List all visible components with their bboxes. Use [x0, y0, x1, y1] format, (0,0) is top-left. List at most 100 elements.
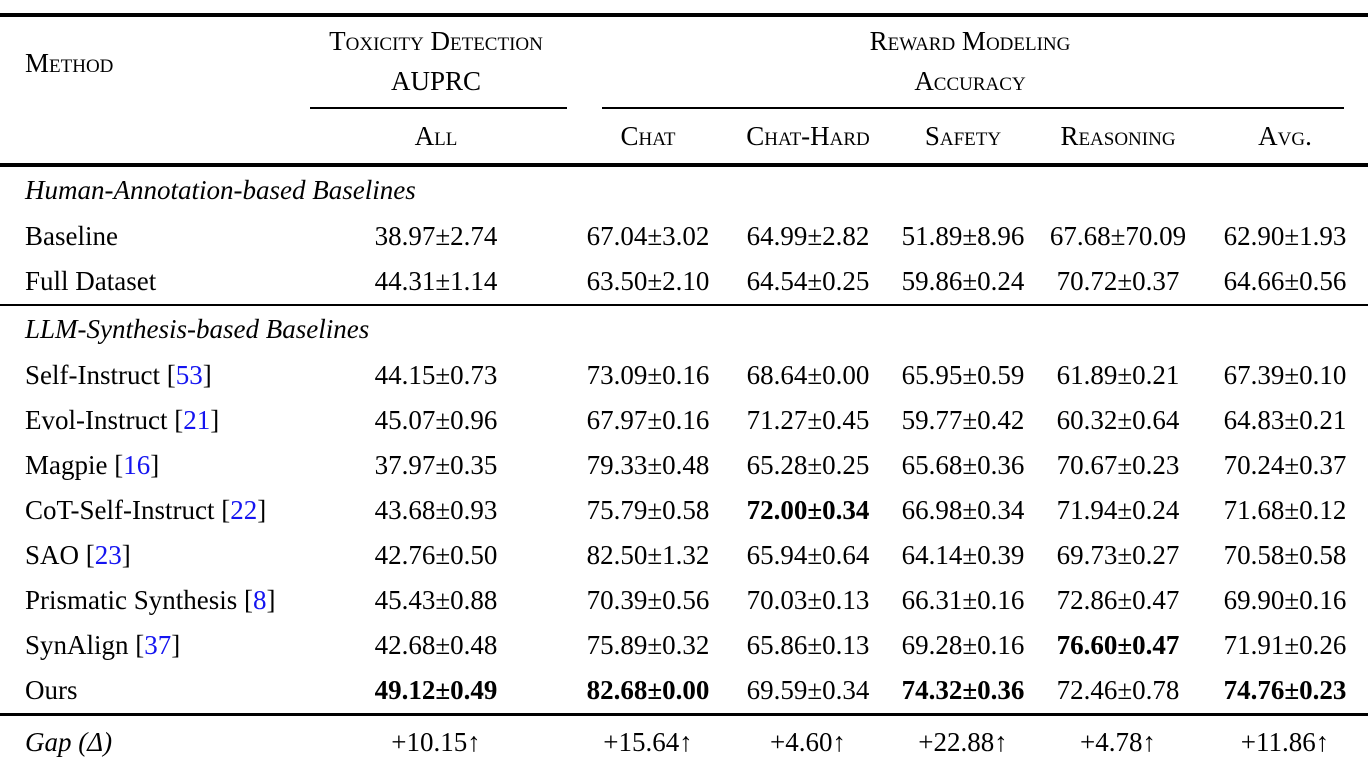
section-separator-rule	[0, 304, 1368, 306]
table-top-rule	[0, 13, 1368, 17]
value-chat: 75.79±0.58	[586, 495, 710, 525]
value-safety: 65.95±0.59	[901, 360, 1025, 390]
citation-link[interactable]: 37	[144, 630, 172, 660]
gap-reasoning: +4.78↑	[1080, 726, 1156, 757]
method-cell: Magpie [16]	[0, 450, 300, 481]
citation-bracket-close: ]	[202, 360, 212, 390]
value-chat-hard: 65.94±0.64	[746, 540, 870, 570]
method-cell: Ours	[0, 675, 300, 706]
method-cell: Baseline	[0, 221, 300, 252]
value-avg: 71.68±0.12	[1223, 495, 1347, 525]
method-cell: CoT-Self-Instruct [22]	[0, 495, 300, 526]
value-chat-hard: 72.00±0.34	[746, 495, 870, 525]
value-all: 49.12±0.49	[374, 675, 498, 705]
cmidrule-reward	[602, 107, 1344, 109]
col-header-reasoning: Reasoning	[1060, 120, 1176, 151]
value-chat: 75.89±0.32	[586, 630, 710, 660]
method-header-label: Method	[25, 47, 114, 78]
value-reasoning: 76.60±0.47	[1056, 630, 1180, 660]
table-row-ours: Ours 49.12±0.49 82.68±0.00 69.59±0.34 74…	[0, 668, 1368, 713]
value-avg: 69.90±0.16	[1223, 585, 1347, 615]
citation-bracket-open: [	[214, 495, 231, 525]
table-subheader-row: All Chat Chat-Hard Safety Reasoning Avg.	[0, 109, 1368, 163]
method-label: Self-Instruct	[25, 360, 160, 390]
header-bottom-rule	[0, 163, 1368, 167]
citation-bracket-close: ]	[150, 450, 160, 480]
section-title: LLM-Synthesis-based Baselines	[25, 314, 370, 344]
method-label: CoT-Self-Instruct	[25, 495, 215, 525]
value-all: 37.97±0.35	[374, 450, 498, 480]
method-label: Baseline	[25, 221, 118, 251]
value-safety: 59.77±0.42	[901, 405, 1025, 435]
gap-label: Gap (Δ)	[25, 726, 113, 757]
value-avg: 70.58±0.58	[1223, 540, 1347, 570]
citation-bracket-open: [	[128, 630, 145, 660]
citation-bracket-close: ]	[266, 585, 276, 615]
value-safety: 66.98±0.34	[901, 495, 1025, 525]
value-chat: 79.33±0.48	[586, 450, 710, 480]
section-header-human-annotation: Human-Annotation-based Baselines	[0, 167, 1368, 214]
citation-bracket-open: [	[107, 450, 124, 480]
value-chat: 70.39±0.56	[586, 585, 710, 615]
method-label: SAO	[25, 540, 80, 570]
citation-bracket-open: [	[167, 405, 184, 435]
reward-modeling-group-header: Reward Modeling Accuracy	[572, 17, 1368, 109]
value-safety: 64.14±0.39	[901, 540, 1025, 570]
method-label: Prismatic Synthesis	[25, 585, 238, 615]
citation-link[interactable]: 23	[94, 540, 122, 570]
col-header-safety: Safety	[924, 120, 1002, 151]
value-chat: 63.50±2.10	[586, 266, 710, 296]
table-row-synalign: SynAlign [37] 42.68±0.48 75.89±0.32 65.8…	[0, 623, 1368, 668]
method-cell: Full Dataset	[0, 266, 300, 297]
toxicity-detection-label: Toxicity Detection	[329, 26, 543, 56]
gap-safety: +22.88↑	[918, 726, 1008, 757]
value-all: 44.15±0.73	[374, 360, 498, 390]
section-header-llm-synthesis: LLM-Synthesis-based Baselines	[0, 306, 1368, 353]
cmidrule-toxicity	[310, 107, 567, 109]
citation-link[interactable]: 8	[253, 585, 267, 615]
table-row-self-instruct: Self-Instruct [53] 44.15±0.73 73.09±0.16…	[0, 353, 1368, 398]
value-reasoning: 67.68±70.09	[1049, 221, 1187, 251]
value-safety: 69.28±0.16	[901, 630, 1025, 660]
method-column-header: Method	[0, 17, 300, 109]
method-cell: Prismatic Synthesis [8]	[0, 585, 300, 616]
col-header-chat: Chat	[620, 120, 676, 151]
citation-bracket-close: ]	[210, 405, 220, 435]
citation-bracket-close: ]	[121, 540, 131, 570]
citation-link[interactable]: 16	[123, 450, 151, 480]
table-row-cot-self-instruct: CoT-Self-Instruct [22] 43.68±0.93 75.79±…	[0, 488, 1368, 533]
value-reasoning: 72.86±0.47	[1056, 585, 1180, 615]
gap-all: +10.15↑	[391, 726, 481, 757]
value-safety: 51.89±8.96	[901, 221, 1025, 251]
citation-link[interactable]: 22	[230, 495, 258, 525]
col-header-chat-hard: Chat-Hard	[746, 120, 870, 151]
citation-bracket-open: [	[159, 360, 176, 390]
table-row-baseline: Baseline 38.97±2.74 67.04±3.02 64.99±2.8…	[0, 214, 1368, 259]
method-label: Magpie	[25, 450, 108, 480]
gap-chat: +15.64↑	[603, 726, 693, 757]
value-safety: 59.86±0.24	[901, 266, 1025, 296]
table-row-gap: Gap (Δ) +10.15↑ +15.64↑ +4.60↑ +22.88↑ +…	[0, 716, 1368, 768]
citation-link[interactable]: 53	[175, 360, 203, 390]
citation-bracket-open: [	[237, 585, 254, 615]
value-chat: 73.09±0.16	[586, 360, 710, 390]
citation-link[interactable]: 21	[183, 405, 211, 435]
method-label: Ours	[25, 675, 78, 705]
value-chat-hard: 65.86±0.13	[746, 630, 870, 660]
citation-bracket-close: ]	[171, 630, 181, 660]
value-chat: 82.68±0.00	[586, 675, 710, 705]
value-chat: 82.50±1.32	[586, 540, 710, 570]
value-avg: 67.39±0.10	[1223, 360, 1347, 390]
auprc-label: AUPRC	[390, 66, 482, 96]
reward-modeling-label: Reward Modeling	[869, 26, 1071, 56]
table-row-evol-instruct: Evol-Instruct [21] 45.07±0.96 67.97±0.16…	[0, 398, 1368, 443]
value-reasoning: 70.67±0.23	[1056, 450, 1180, 480]
value-chat-hard: 71.27±0.45	[746, 405, 870, 435]
value-chat-hard: 69.59±0.34	[746, 675, 870, 705]
value-chat: 67.97±0.16	[586, 405, 710, 435]
value-all: 43.68±0.93	[374, 495, 498, 525]
value-avg: 62.90±1.93	[1223, 221, 1347, 251]
value-reasoning: 72.46±0.78	[1056, 675, 1180, 705]
citation-bracket-open: [	[79, 540, 95, 570]
